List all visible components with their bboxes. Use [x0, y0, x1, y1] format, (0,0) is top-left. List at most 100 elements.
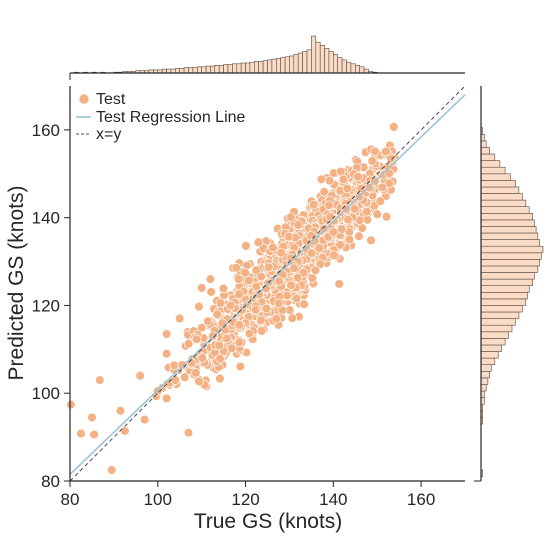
scatter-point — [386, 153, 396, 164]
legend-label-test: Test — [96, 91, 126, 108]
right-hist-bar — [480, 219, 535, 227]
scatter-point — [256, 315, 266, 326]
top-marginal-histogram — [74, 35, 378, 74]
right-hist-bar — [480, 305, 523, 313]
right-hist-bar — [480, 206, 530, 214]
right-hist-bar — [480, 318, 516, 326]
top-hist-bar — [271, 58, 277, 74]
scatter-point — [273, 298, 284, 309]
top-hist-bar — [324, 47, 330, 74]
x-tick-label: 160 — [407, 490, 435, 509]
scatter-point — [215, 353, 225, 364]
scatter-point — [183, 338, 194, 349]
scatter-point — [349, 204, 360, 214]
right-hist-bar — [480, 226, 537, 234]
scatter-point — [179, 372, 190, 382]
scatter-point — [251, 265, 262, 275]
scatter-point — [310, 265, 321, 276]
scatter-point — [253, 237, 264, 247]
scatter-point — [194, 376, 204, 387]
scatter-point — [362, 206, 372, 217]
scatter-point — [234, 320, 245, 330]
y-axis-label: Predicted GS (knots) — [5, 186, 28, 381]
scatter-point — [115, 406, 126, 416]
scatter-point — [287, 313, 298, 323]
scatter-point — [292, 272, 303, 283]
scatter-point — [197, 353, 208, 363]
right-hist-bar — [480, 232, 539, 240]
right-hist-bar — [480, 259, 540, 267]
scatter-point — [250, 304, 261, 315]
top-hist-bar — [328, 51, 334, 74]
right-hist-bar — [480, 338, 506, 346]
scatter-point — [234, 337, 244, 347]
scatter-point — [215, 373, 225, 384]
scatter-point — [183, 427, 194, 438]
top-hist-bar — [183, 67, 189, 74]
right-hist-bar — [480, 291, 528, 300]
right-hist-bar — [480, 351, 499, 359]
right-hist-bar — [480, 357, 496, 366]
right-hist-bar — [480, 199, 527, 208]
right-hist-bar — [480, 213, 534, 221]
scatter-point — [310, 236, 320, 247]
right-hist-bar — [480, 384, 487, 392]
top-hist-bar — [267, 59, 273, 74]
top-hist-bar — [302, 51, 308, 74]
scatter-point — [135, 370, 145, 381]
scatter-point — [261, 283, 271, 294]
scatter-point — [174, 313, 185, 324]
scatter-point — [268, 242, 278, 253]
top-hist-bar — [254, 61, 260, 74]
scatter-point — [291, 293, 302, 304]
scatter-point — [87, 412, 97, 423]
scatter-point — [191, 334, 202, 344]
scatter-point — [334, 279, 344, 289]
top-hist-bar — [249, 61, 255, 74]
legend-label-regression: Test Regression Line — [96, 109, 246, 126]
right-hist-bar — [480, 298, 527, 306]
right-hist-bar — [480, 265, 539, 273]
scatter-point — [337, 224, 347, 234]
right-hist-bar — [480, 331, 509, 339]
scatter-point — [217, 318, 228, 328]
scatter-point — [95, 375, 105, 385]
scatter-point — [261, 303, 272, 314]
scatter-point — [335, 240, 345, 250]
scatter-point — [222, 333, 232, 344]
scatter-point — [274, 276, 284, 286]
scatter-point — [194, 301, 204, 312]
scatter-point — [226, 300, 236, 311]
scatter-point — [306, 248, 317, 258]
right-hist-bar — [480, 239, 540, 247]
x-tick-label: 140 — [319, 490, 347, 509]
right-hist-bar — [480, 166, 506, 175]
scatter-point — [299, 299, 309, 309]
top-hist-bar — [346, 61, 352, 74]
scatter-point — [289, 263, 299, 273]
top-hist-bar — [341, 59, 347, 74]
scatter-point — [325, 211, 335, 222]
top-hist-bar — [179, 68, 185, 74]
top-hist-bar — [258, 61, 264, 74]
scatter-point — [354, 231, 364, 241]
scatter-point — [381, 146, 391, 157]
top-hist-bar — [201, 66, 207, 74]
scatter-point — [206, 287, 216, 297]
scatter-point — [76, 428, 86, 439]
top-hist-bar — [262, 60, 268, 74]
scatter-point — [214, 340, 224, 351]
top-hist-bar — [232, 63, 238, 74]
y-axis-ticks: 80 100 120 140 160 — [32, 121, 70, 491]
right-hist-bar — [480, 153, 496, 161]
scatter-point — [139, 414, 150, 425]
scatter-point — [161, 393, 172, 404]
top-hist-bar — [319, 44, 325, 74]
right-hist-bar — [480, 285, 530, 293]
scatter-point — [389, 122, 399, 132]
right-hist-bar — [480, 324, 513, 333]
top-hist-bar — [311, 35, 317, 74]
top-hist-bar — [227, 64, 233, 74]
scatter-point — [215, 298, 226, 308]
